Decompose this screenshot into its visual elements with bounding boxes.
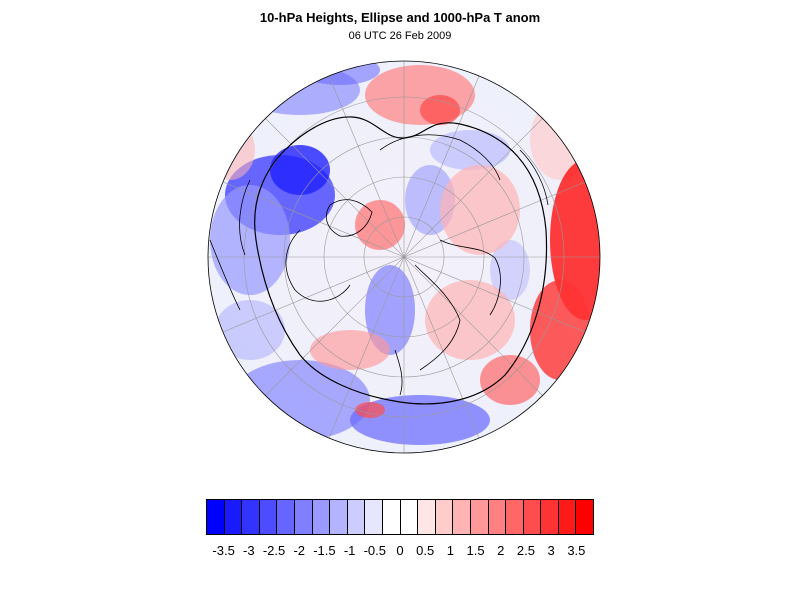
colorbar-tick-label: 1 bbox=[446, 543, 454, 558]
coastlines bbox=[209, 134, 549, 396]
colorbar-swatch bbox=[541, 500, 559, 534]
colorbar-tick-label: -0.5 bbox=[363, 543, 386, 558]
colorbar-swatch bbox=[506, 500, 524, 534]
colorbar-tick-label: 0.5 bbox=[416, 543, 435, 558]
colorbar-swatch bbox=[347, 500, 366, 534]
colorbar-tick-label: -1.5 bbox=[313, 543, 336, 558]
graticule bbox=[208, 61, 600, 453]
colorbar-tick-label: 0 bbox=[396, 543, 404, 558]
colorbar-swatch bbox=[576, 500, 594, 534]
globe-outline bbox=[207, 60, 601, 454]
colorbar-swatch bbox=[277, 500, 295, 534]
colorbar-tick-label: -2.5 bbox=[262, 543, 286, 558]
colorbar bbox=[206, 499, 594, 535]
colorbar-swatch bbox=[435, 500, 454, 534]
colorbar-labels: -3.5 -3 -2.5 -2 -1.5 -1 -0.5 0 0.5 1 1.5 2 2.5 3 3.5 bbox=[0, 543, 800, 563]
colorbar-tick-label: 1.5 bbox=[466, 543, 485, 558]
colorbar-tick-label: 3 bbox=[547, 543, 555, 558]
colorbar-swatch bbox=[523, 500, 542, 534]
colorbar-tick-label: -3 bbox=[243, 543, 255, 558]
map-title: 10-hPa Heights, Ellipse and 1000-hPa T a… bbox=[259, 10, 541, 25]
colorbar-tick-label: 2.5 bbox=[516, 543, 536, 558]
ellipse-contour bbox=[254, 116, 548, 405]
colorbar-swatch bbox=[558, 500, 577, 534]
colorbar-tick-label: 2 bbox=[497, 543, 505, 558]
colorbar-swatch bbox=[224, 500, 243, 534]
colorbar-swatch bbox=[488, 500, 507, 534]
colorbar-swatch bbox=[418, 500, 436, 534]
colorbar-swatch bbox=[470, 500, 489, 534]
colorbar-tick-label: -3.5 bbox=[212, 543, 235, 558]
colorbar-tick-label: -2 bbox=[293, 543, 305, 558]
colorbar-swatch bbox=[294, 500, 313, 534]
colorbar-swatch bbox=[400, 500, 419, 534]
colorbar-tick-label: -1 bbox=[343, 543, 356, 558]
map-subtitle: 06 UTC 26 Feb 2009 bbox=[348, 30, 452, 42]
colorbar-swatch bbox=[242, 500, 260, 534]
colorbar-swatch bbox=[453, 500, 471, 534]
colorbar-swatch bbox=[382, 500, 401, 534]
colorbar-swatch bbox=[207, 500, 225, 534]
colorbar-tick-label: 3.5 bbox=[567, 543, 586, 558]
colorbar-swatch bbox=[330, 500, 348, 534]
anomaly-field bbox=[208, 61, 600, 453]
colorbar-swatch bbox=[312, 500, 331, 534]
colorbar-swatch bbox=[259, 500, 278, 534]
colorbar-swatch bbox=[365, 500, 383, 534]
